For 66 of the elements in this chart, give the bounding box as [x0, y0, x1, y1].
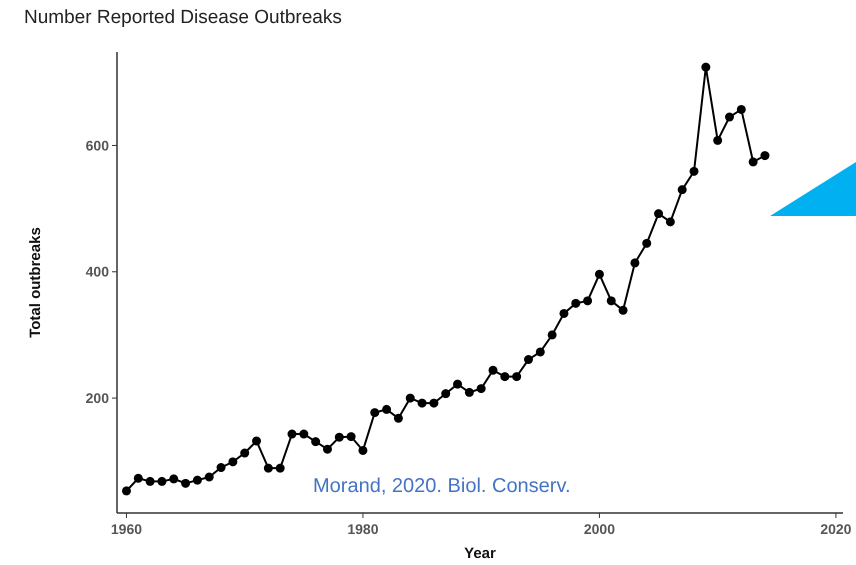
point [157, 476, 166, 486]
point [701, 62, 710, 72]
point [192, 476, 202, 485]
point [169, 474, 178, 484]
point [512, 372, 522, 382]
point [618, 306, 628, 315]
point [240, 448, 250, 458]
point [216, 463, 226, 472]
x-axis-title: Year [464, 545, 496, 562]
point [382, 404, 392, 414]
point [299, 430, 308, 439]
point [394, 414, 403, 423]
point [678, 185, 687, 194]
y-tick-label: 400 [86, 264, 110, 280]
point [429, 398, 438, 408]
point [476, 384, 486, 394]
point [252, 436, 262, 446]
point [146, 476, 155, 486]
point [548, 330, 557, 340]
point [287, 430, 296, 439]
y-tick-label: 600 [86, 137, 110, 154]
x-tick-label: 2000 [584, 521, 616, 537]
point [464, 388, 474, 397]
point [418, 398, 427, 408]
annotation: Morand, 2020. Biol. Conserv. [313, 475, 571, 497]
point [406, 394, 415, 403]
point [594, 270, 604, 279]
point [583, 296, 592, 306]
x-tick-label: 2020 [820, 521, 852, 537]
point [713, 136, 722, 145]
point [760, 151, 770, 160]
point [346, 432, 356, 442]
point [500, 372, 510, 382]
point [453, 380, 462, 389]
point [536, 347, 545, 356]
chart-title: Number Reported Disease Outbreaks [24, 7, 342, 28]
point [311, 437, 320, 446]
point [571, 298, 580, 308]
point [654, 209, 664, 218]
point [666, 217, 675, 226]
point [736, 104, 746, 114]
x-tick-label: 1960 [110, 521, 142, 537]
point [134, 474, 143, 483]
point [204, 472, 214, 482]
y-axis-title: Total outbreaks [27, 227, 44, 338]
point [630, 258, 640, 268]
point [606, 296, 616, 306]
y-tick-label: 200 [86, 390, 110, 406]
x-tick-label: 1980 [347, 521, 379, 537]
point [181, 478, 190, 488]
point [228, 457, 238, 466]
point [690, 166, 699, 176]
point [724, 112, 734, 122]
point [264, 464, 273, 473]
point [524, 355, 533, 364]
point [441, 389, 450, 398]
point [334, 432, 344, 442]
point [358, 446, 368, 455]
point [748, 157, 758, 166]
point [488, 366, 498, 375]
point [276, 464, 285, 473]
point [559, 308, 568, 318]
point [370, 408, 380, 418]
point [122, 486, 131, 496]
point [642, 238, 652, 248]
point [322, 444, 332, 454]
